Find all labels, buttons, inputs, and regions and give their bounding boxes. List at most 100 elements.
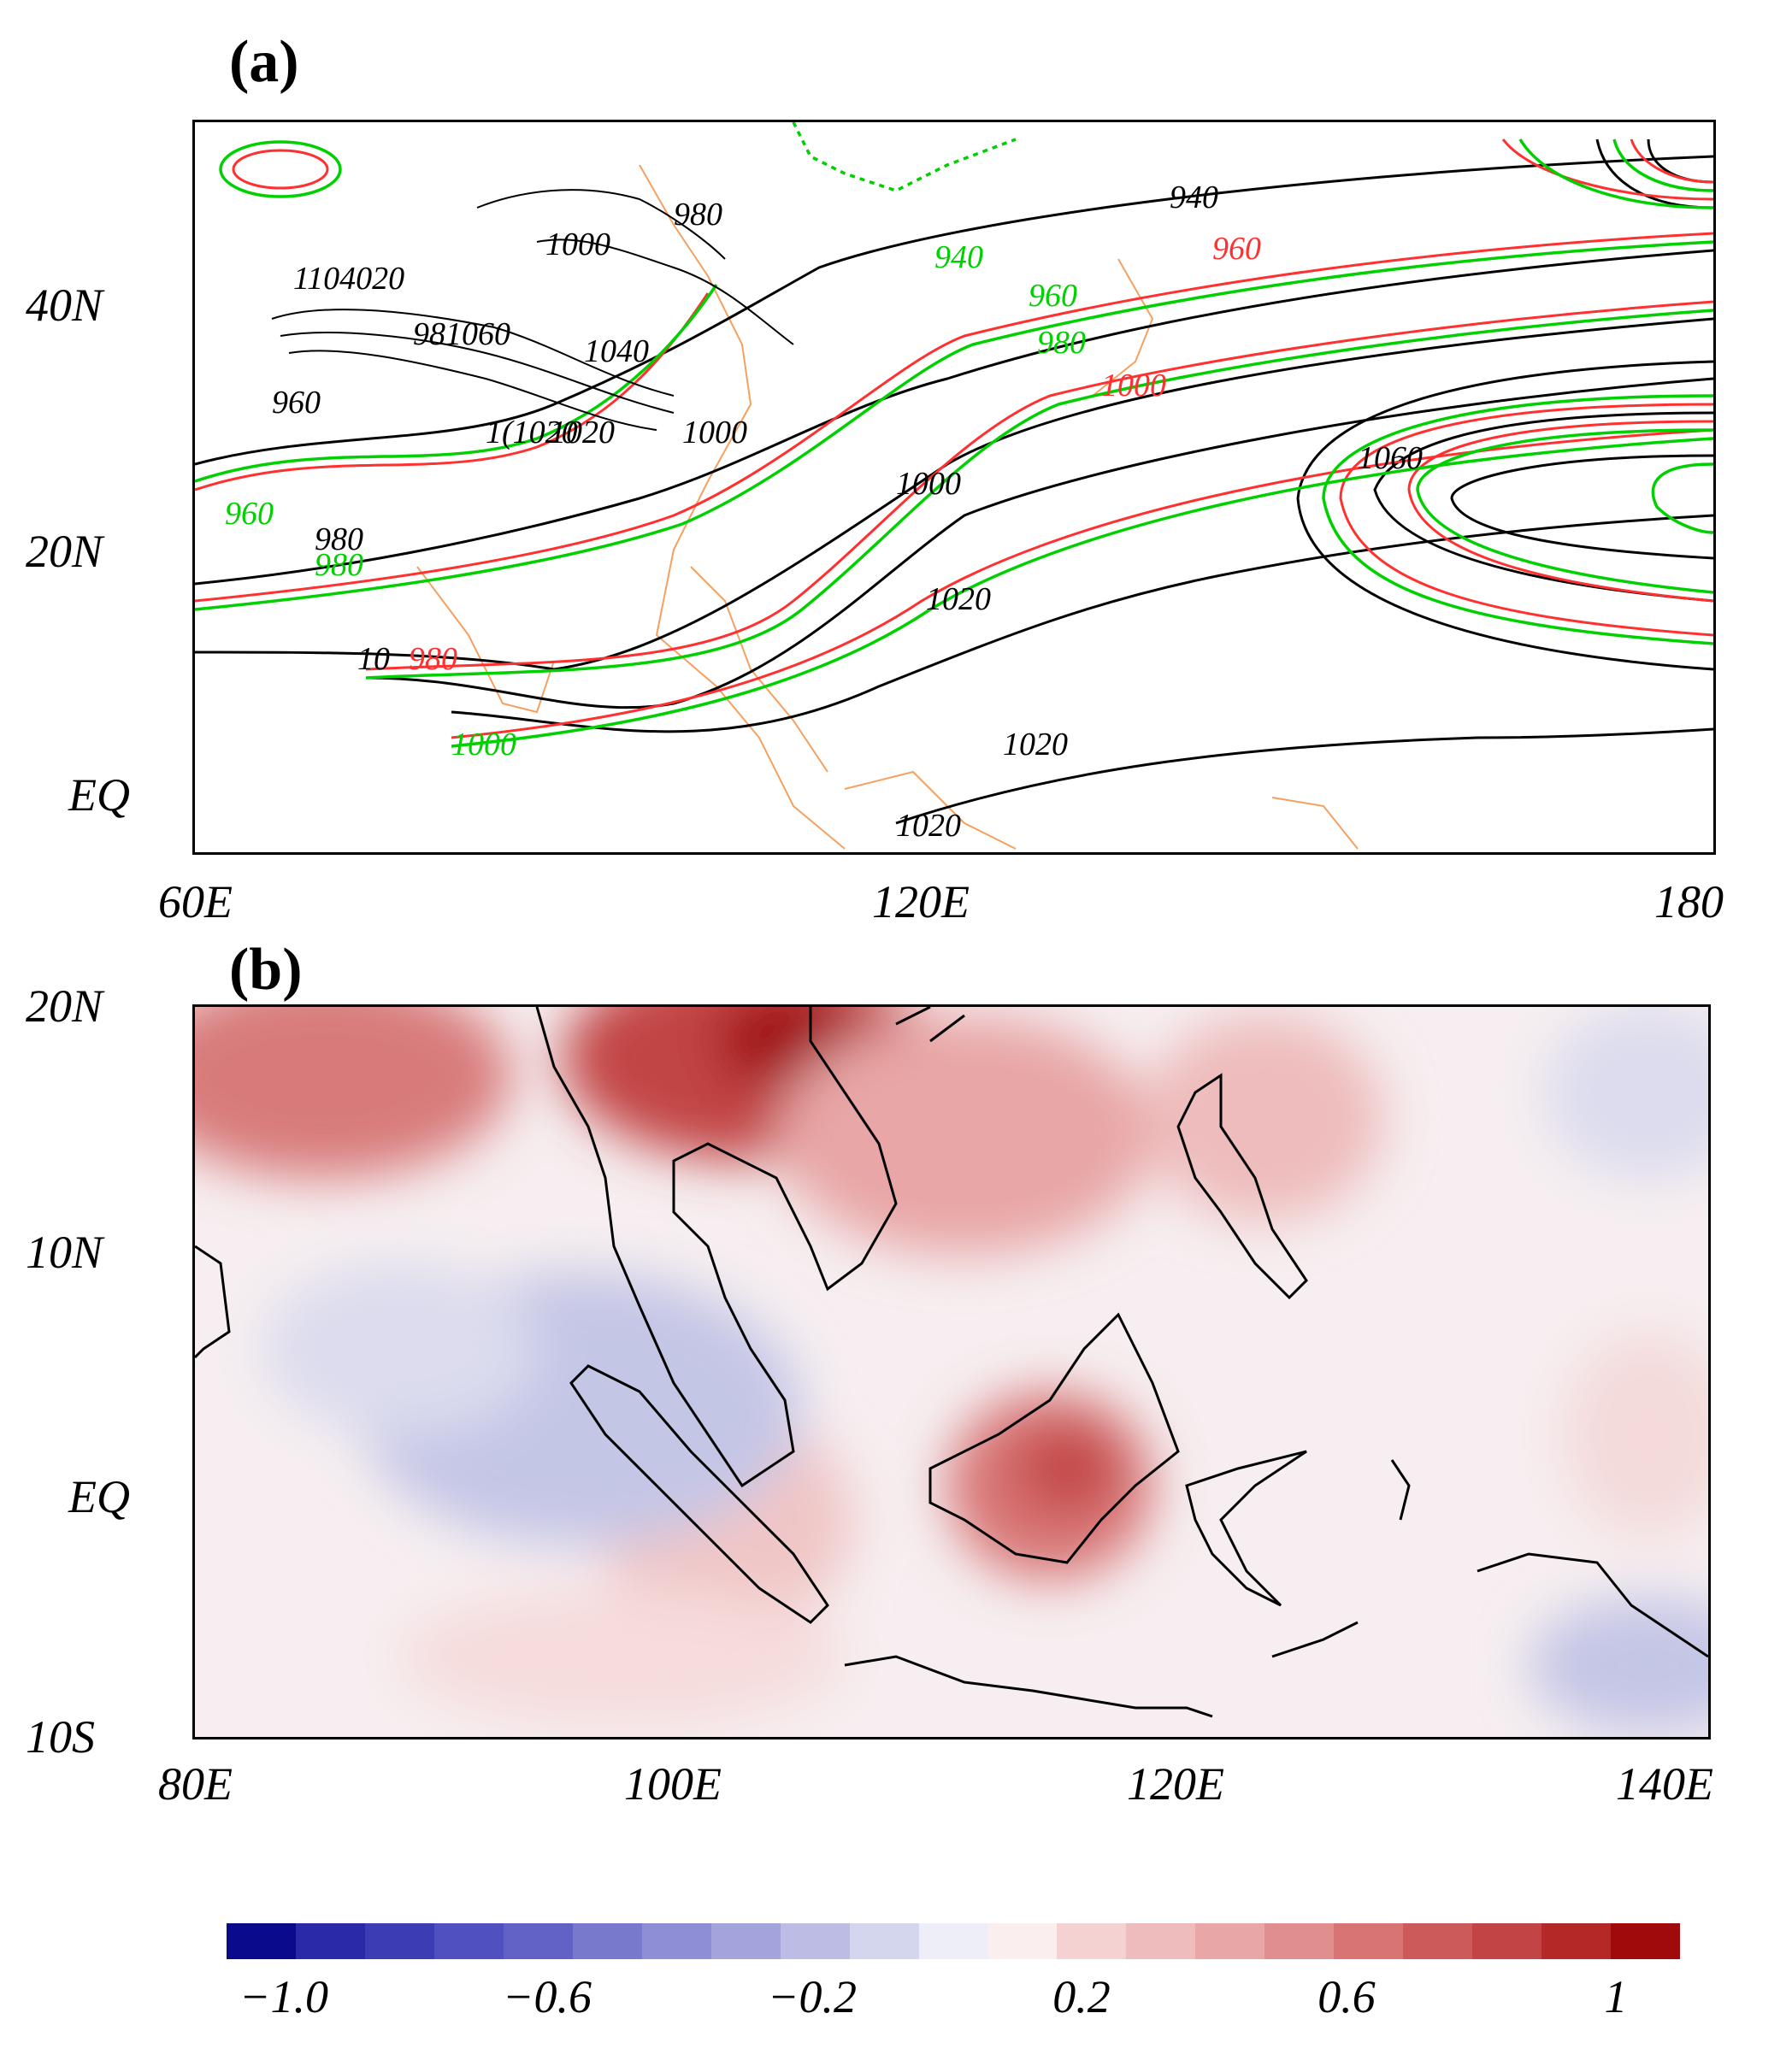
panel-b-ytick-10n: 10N (26, 1227, 103, 1278)
colorbar (227, 1923, 1681, 1959)
label-green-980b: 980 (315, 547, 363, 583)
contour-green-8 (1518, 138, 1713, 209)
warm-blob-borneo-core (1016, 1426, 1118, 1511)
contour-green-7 (1651, 462, 1713, 534)
coastline-india (416, 566, 555, 714)
contour-green-oval (219, 140, 342, 198)
panel-b-anomaly-svg (195, 1007, 1708, 1737)
label-black-10: 10 (357, 641, 390, 677)
colorbar-swatch (1057, 1923, 1127, 1959)
contour-black-3 (195, 317, 1713, 671)
cool-blob-papua (1529, 1597, 1708, 1734)
coast-borneo (928, 1312, 1180, 1564)
contour-black-1 (195, 155, 1713, 466)
warm-blob-north-india (195, 1007, 511, 1178)
colorbar-label-02: 0.2 (1052, 1971, 1111, 2022)
label-black-1000a: 1000 (545, 227, 610, 262)
contour-black-5 (451, 514, 1713, 733)
coast-java (844, 1655, 1213, 1718)
coast-sumatra (569, 1364, 829, 1624)
label-black-940: 940 (1170, 180, 1218, 215)
label-black-1104020: 1104020 (293, 261, 404, 297)
colorbar-swatch (1611, 1923, 1681, 1959)
label-black-1060: 1060 (1358, 440, 1423, 476)
colorbar-swatch (780, 1923, 850, 1959)
colorbar-swatch (433, 1923, 504, 1959)
panel-b-ytick-eq: EQ (68, 1471, 130, 1522)
coastline-b-group (195, 1007, 1708, 1718)
contour-black-2 (195, 249, 1713, 586)
contour-green-9 (1612, 138, 1713, 192)
colorbar-label-1: 1 (1604, 1971, 1628, 2022)
colorbar-label-neg06: −0.6 (503, 1971, 592, 2022)
red-contours (195, 138, 1713, 739)
coastline-group (416, 164, 1359, 850)
colorbar-swatch (918, 1923, 988, 1959)
plateau-3 (288, 350, 657, 431)
coastline-newguinea (1271, 797, 1359, 850)
warm-blob-philippines (1144, 1015, 1383, 1221)
coast-philippines (1176, 1073, 1308, 1300)
panel-b-ytick-10s: 10S (26, 1711, 95, 1763)
warm-blob-vietnam (776, 1015, 1152, 1255)
black-label-group: 980 1000 1104020 981060 1040 960 1(1020 … (272, 180, 1423, 844)
panel-a-ytick-eq: EQ (68, 769, 130, 821)
plateau-contours (271, 189, 794, 431)
panel-a-map: 980 1000 1104020 981060 1040 960 1(1020 … (192, 120, 1716, 855)
colorbar-swatch (227, 1923, 296, 1959)
contour-red-8 (1630, 138, 1713, 184)
plateau-2 (280, 332, 675, 414)
coastline-japan (1092, 258, 1154, 397)
contour-green-1 (195, 284, 718, 483)
panel-a-xtick-120e: 120E (872, 876, 970, 927)
panel-b-label: (b) (229, 937, 303, 1003)
contour-green-2 (195, 240, 1713, 611)
contour-green-4 (451, 437, 1713, 748)
plateau-5 (536, 238, 794, 345)
coast-india (195, 1245, 231, 1359)
colorbar-swatch (987, 1923, 1058, 1959)
colorbar-label-neg02: −0.2 (768, 1971, 857, 2022)
label-green-940: 940 (934, 239, 983, 275)
label-green-1000: 1000 (451, 727, 516, 762)
label-black-1020b: 1020 (550, 415, 615, 450)
panel-b-map (192, 1004, 1711, 1739)
panel-b-xtick-120e: 120E (1127, 1758, 1224, 1810)
colorbar-swatch (1541, 1923, 1612, 1959)
coastline-borneo (844, 770, 1017, 850)
red-label-group: 960 1000 980 (409, 231, 1261, 677)
colorbar-label-neg1: −1.0 (239, 1971, 328, 2022)
label-black-1020c: 1020 (926, 581, 991, 617)
colorbar-swatch (503, 1923, 573, 1959)
colorbar-swatch (572, 1923, 642, 1959)
contour-red-4 (451, 428, 1713, 739)
contour-red-6 (1339, 403, 1713, 637)
label-red-1000: 1000 (1101, 368, 1166, 403)
contour-black-7 (1373, 411, 1713, 603)
contour-black-9 (1296, 360, 1713, 671)
label-black-1020d: 1020 (1003, 727, 1068, 762)
colorbar-swatch (641, 1923, 711, 1959)
contour-green-3 (365, 309, 1713, 680)
colorbar-swatch (849, 1923, 919, 1959)
contour-red-7 (1501, 138, 1713, 201)
warm-blob-south (400, 1588, 845, 1725)
colorbar-swatch (1472, 1923, 1542, 1959)
contour-red-oval (232, 149, 329, 190)
label-black-960: 960 (272, 385, 321, 421)
coast-halmahera (1390, 1459, 1411, 1521)
colorbar-label-06: 0.6 (1317, 1971, 1376, 2022)
coastline-indochina (690, 566, 828, 773)
label-black-1040: 1040 (584, 333, 649, 369)
colorbar-swatch (1195, 1923, 1265, 1959)
panel-a-xtick-60e: 60E (158, 876, 233, 927)
panel-a-xtick-180: 180 (1654, 876, 1724, 927)
warm-blob-east (1563, 1332, 1708, 1537)
label-black-980b: 980 (315, 521, 363, 557)
label-black-1020a: 1(1020 (486, 415, 578, 450)
contour-red-2 (195, 232, 1713, 603)
panel-b-ytick-20n: 20N (26, 980, 103, 1032)
colorbar-swatch (1264, 1923, 1335, 1959)
green-label-group: 940 960 980 960 980 1000 (225, 239, 1086, 762)
coast-vietnam (895, 1007, 965, 1043)
